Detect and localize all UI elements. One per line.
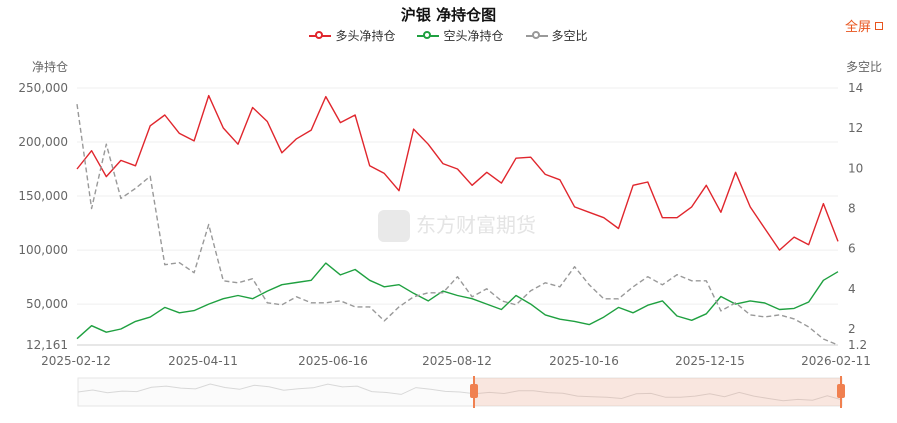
y-tick-label: 12,161 <box>26 338 68 352</box>
fullscreen-label: 全屏 <box>844 20 871 35</box>
y2-tick-label: 14 <box>848 81 863 95</box>
y2-tick-label: 4 <box>848 282 856 296</box>
x-tick-label: 2025-06-16 <box>298 354 368 368</box>
navigator-line <box>77 383 843 402</box>
x-tick-label: 2025-02-12 <box>41 354 111 368</box>
x-tick-label: 2025-08-12 <box>422 354 492 368</box>
navigator-selection <box>474 378 842 406</box>
legend-swatch-long-icon <box>309 30 332 42</box>
legend-label-short: 空头净持仓 <box>443 29 504 43</box>
series-line-ratio <box>76 104 839 346</box>
series-line-long <box>76 94 839 251</box>
fullscreen-button[interactable]: 全屏 <box>845 16 883 35</box>
legend-item-long[interactable]: 多头净持仓 <box>309 27 395 44</box>
x-tick-label: 2026-02-11 <box>801 354 871 368</box>
legend-label-ratio: 多空比 <box>551 29 588 43</box>
y2-tick-label: 10 <box>848 161 863 175</box>
y2-tick-label: 6 <box>848 242 856 256</box>
navigator-grip-right-icon <box>837 384 845 398</box>
y2-tick-label: 2 <box>848 322 856 336</box>
fullscreen-icon <box>875 21 883 30</box>
y-tick-label: 100,000 <box>18 243 68 257</box>
series-line-short <box>76 262 839 340</box>
chart-legend: 多头净持仓 空头净持仓 多空比 <box>0 27 897 44</box>
legend-swatch-ratio-icon <box>525 30 548 42</box>
legend-item-ratio[interactable]: 多空比 <box>525 27 588 44</box>
y2-tick-label: 8 <box>848 201 856 215</box>
y-axis-title: 净持仓 <box>32 60 69 74</box>
x-tick-label: 2025-12-15 <box>675 354 745 368</box>
y-tick-label: 150,000 <box>18 189 68 203</box>
legend-label-long: 多头净持仓 <box>335 29 396 43</box>
svg-text:东方财富期货: 东方财富期货 <box>416 213 536 237</box>
y2-tick-label: 1.2 <box>848 338 867 352</box>
watermark: 东方财富期货 <box>378 210 536 242</box>
y-tick-label: 250,000 <box>18 81 68 95</box>
y-tick-label: 50,000 <box>26 297 68 311</box>
zoom-navigator[interactable] <box>77 376 845 408</box>
y2-tick-label: 12 <box>848 121 863 135</box>
y-tick-label: 200,000 <box>18 135 68 149</box>
legend-swatch-short-icon <box>417 30 440 42</box>
navigator-grip-left-icon <box>470 384 478 398</box>
chart-title: 沪银 净持仓图 <box>400 6 497 24</box>
x-tick-label: 2025-04-11 <box>168 354 238 368</box>
legend-item-short[interactable]: 空头净持仓 <box>417 27 504 44</box>
y2-axis-title: 多空比 <box>846 60 883 74</box>
x-tick-label: 2025-10-16 <box>549 354 619 368</box>
